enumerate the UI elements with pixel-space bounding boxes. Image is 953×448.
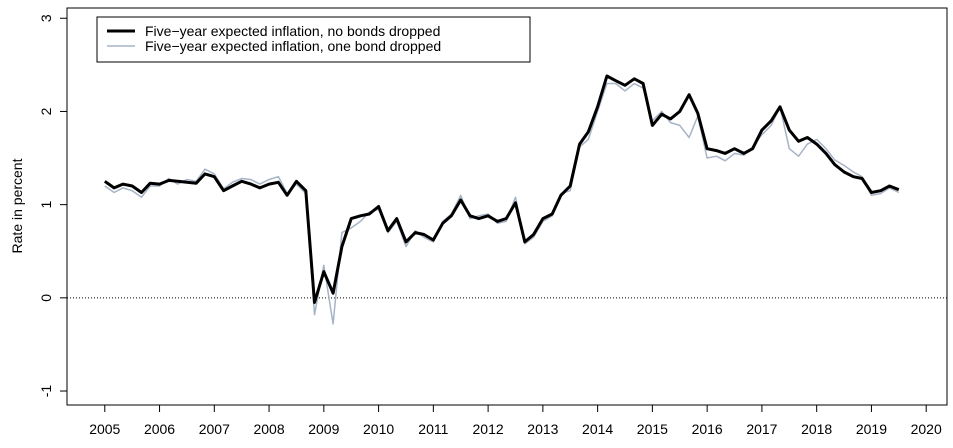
- legend-label: Five−year expected inflation, no bonds d…: [145, 23, 440, 39]
- x-tick-label: 2009: [308, 421, 339, 437]
- x-tick-label: 2010: [363, 421, 394, 437]
- legend-label: Five−year expected inflation, one bond d…: [145, 38, 441, 54]
- x-tick-label: 2020: [911, 421, 942, 437]
- y-tick-label: 0: [38, 294, 54, 302]
- plot-frame: [66, 7, 948, 406]
- series-line: [104, 82, 900, 325]
- x-tick-label: 2016: [692, 421, 723, 437]
- legend-box: [96, 16, 531, 63]
- x-tick-label: 2019: [856, 421, 887, 437]
- x-tick-label: 2008: [253, 421, 284, 437]
- x-tick-label: 2006: [144, 421, 175, 437]
- y-axis-label: Rate in percent: [9, 158, 25, 253]
- x-tick-label: 2017: [746, 421, 777, 437]
- x-tick-label: 2013: [527, 421, 558, 437]
- series-line: [103, 74, 900, 304]
- x-tick-label: 2005: [89, 421, 120, 437]
- y-tick-label: 3: [38, 14, 54, 22]
- x-tick-label: 2015: [637, 421, 668, 437]
- x-tick-label: 2012: [473, 421, 504, 437]
- x-tick-label: 2018: [801, 421, 832, 437]
- x-tick-label: 2007: [199, 421, 230, 437]
- x-tick-label: 2011: [418, 421, 448, 437]
- y-tick-label: 1: [38, 201, 54, 209]
- y-tick-label: 2: [38, 107, 54, 115]
- x-tick-label: 2014: [582, 421, 613, 437]
- y-tick-label: -1: [38, 385, 54, 398]
